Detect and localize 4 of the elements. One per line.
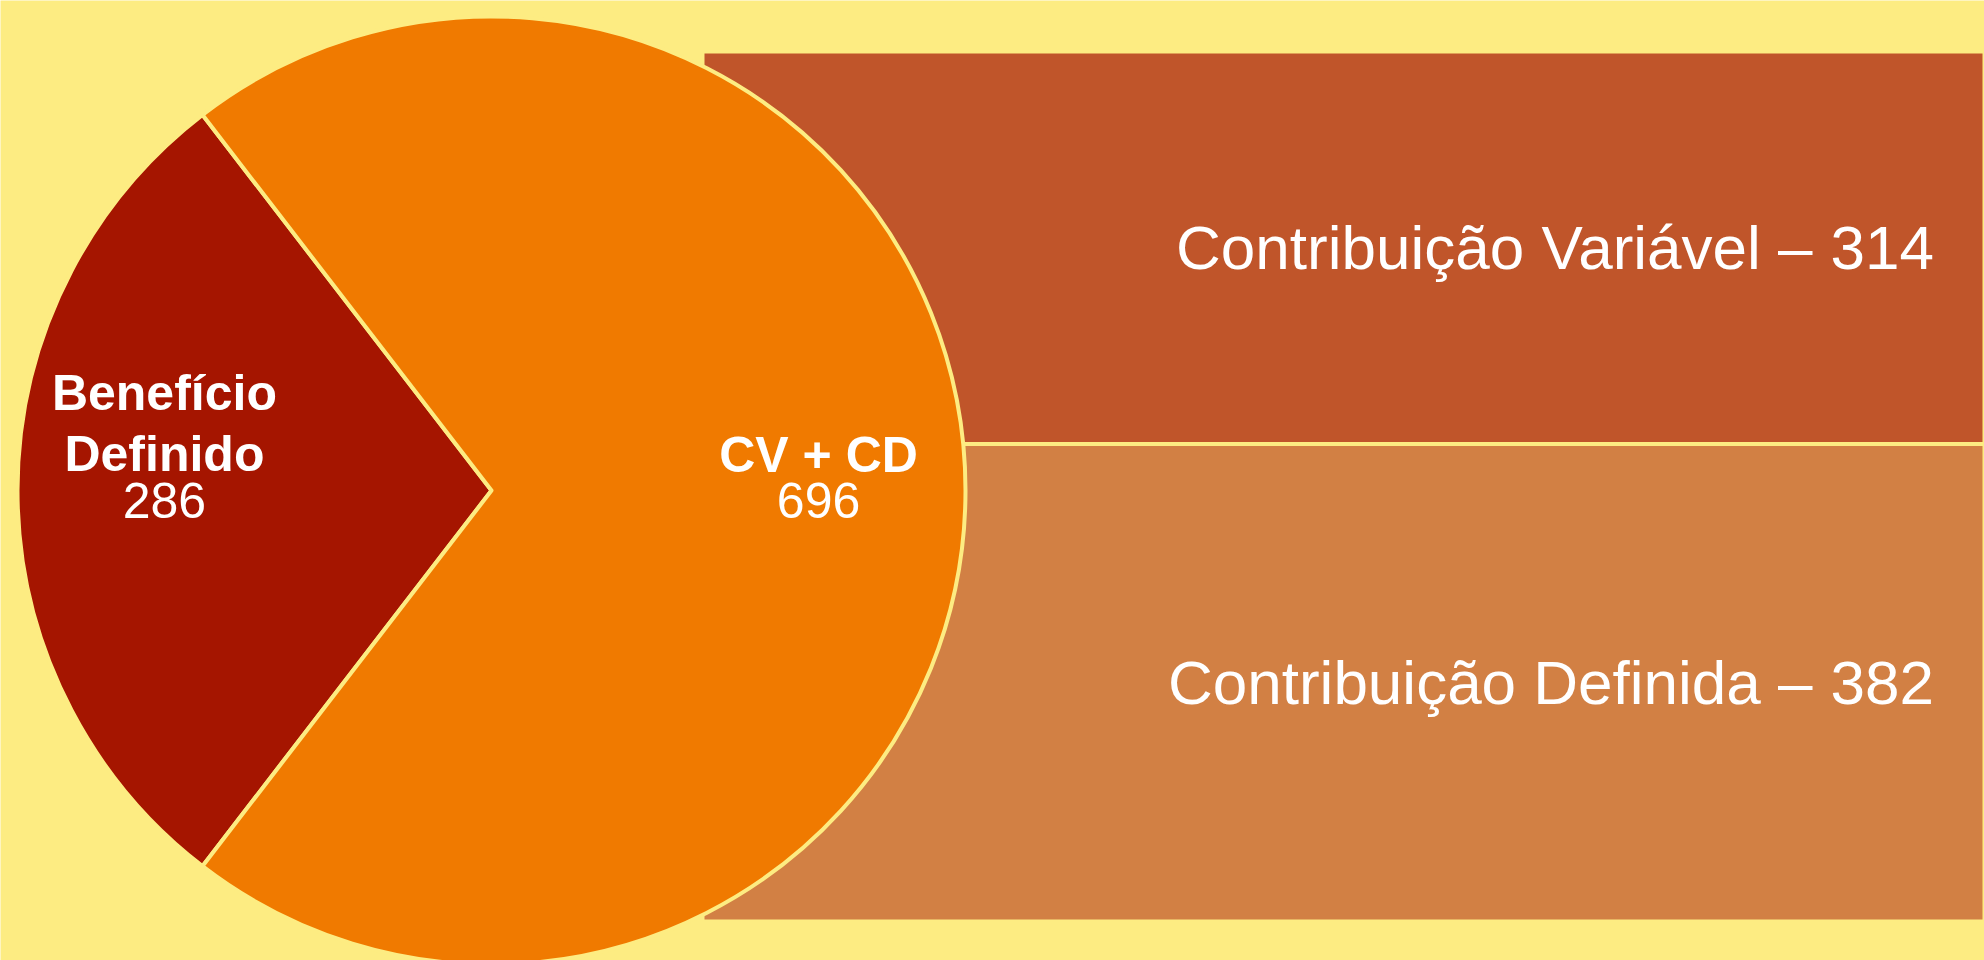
data-label: 382 (1830, 647, 1934, 717)
series-label: Contribuição Variável – (1176, 213, 1814, 283)
data-label: 314 (1830, 212, 1934, 282)
series-label: Contribuição Definida – (1168, 648, 1814, 718)
